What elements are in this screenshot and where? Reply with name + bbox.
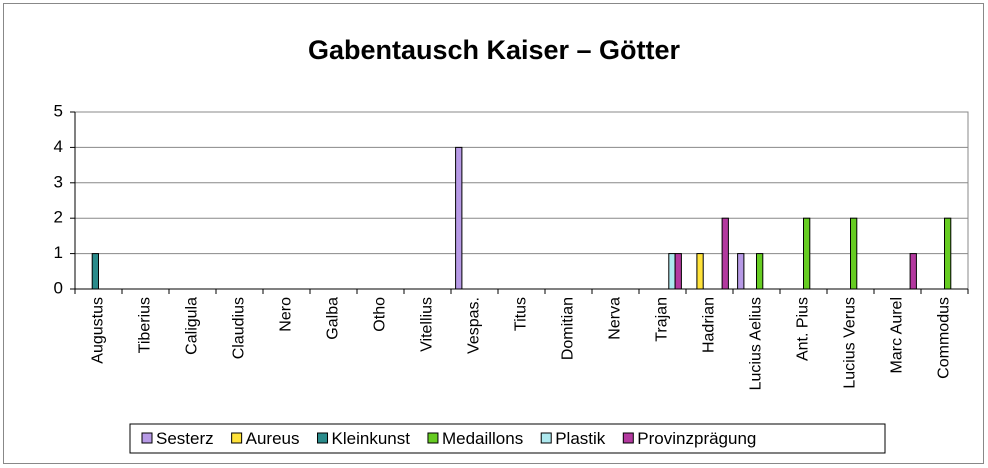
y-tick-label: 3 xyxy=(54,172,63,191)
legend-label: Sesterz xyxy=(156,429,214,448)
x-tick-label: Vitellius xyxy=(419,297,436,352)
y-tick-label: 2 xyxy=(54,208,63,227)
legend-label: Kleinkunst xyxy=(332,429,411,448)
chart-title: Gabentausch Kaiser – Götter xyxy=(308,35,681,65)
x-tick-label: Lucius Aelius xyxy=(748,297,765,390)
x-tick-label: Domitian xyxy=(560,297,577,360)
legend-label: Plastik xyxy=(555,429,606,448)
x-tick-label: Vespas. xyxy=(466,297,483,354)
legend-label: Provinzprägung xyxy=(637,429,756,448)
chart-border xyxy=(3,3,984,464)
legend-swatch xyxy=(317,432,329,444)
bar xyxy=(696,253,704,290)
bar xyxy=(721,217,729,290)
legend-swatch xyxy=(231,432,243,444)
x-tick-label: Commodus xyxy=(936,297,953,379)
x-tick-label: Caligula xyxy=(184,297,201,355)
x-tick-label: Augustus xyxy=(90,297,107,364)
x-tick-label: Nero xyxy=(278,297,295,332)
bar xyxy=(455,146,463,290)
x-tick-label: Lucius Verus xyxy=(842,297,859,389)
bar xyxy=(944,217,952,290)
bar xyxy=(850,217,858,290)
y-tick-label: 1 xyxy=(54,243,63,262)
legend-box xyxy=(129,423,886,454)
x-tick-label: Trajan xyxy=(654,297,671,342)
y-tick-label: 5 xyxy=(54,101,63,120)
legend-swatch xyxy=(540,432,552,444)
bar xyxy=(674,253,682,290)
x-tick-label: Marc Aurel xyxy=(889,297,906,373)
x-tick-label: Galba xyxy=(325,297,342,340)
legend-swatch xyxy=(622,432,634,444)
bar xyxy=(668,253,676,290)
legend-label: Aureus xyxy=(246,429,300,448)
legend-swatch xyxy=(141,432,153,444)
x-tick-label: Claudius xyxy=(231,297,248,359)
legend-label: Medaillons xyxy=(442,429,523,448)
x-tick-label: Otho xyxy=(372,297,389,332)
legend-swatch xyxy=(427,432,439,444)
bar xyxy=(737,253,745,290)
x-tick-label: Tiberius xyxy=(137,297,154,353)
y-tick-label: 4 xyxy=(54,137,63,156)
x-tick-label: Hadrian xyxy=(701,297,718,353)
bar xyxy=(756,253,764,290)
x-tick-label: Ant. Pius xyxy=(795,297,812,361)
x-tick-label: Titus xyxy=(513,297,530,331)
y-tick-label: 0 xyxy=(54,278,63,297)
x-tick-label: Nerva xyxy=(607,297,624,340)
bar xyxy=(909,253,917,290)
bar xyxy=(91,253,99,290)
bar xyxy=(803,217,811,290)
